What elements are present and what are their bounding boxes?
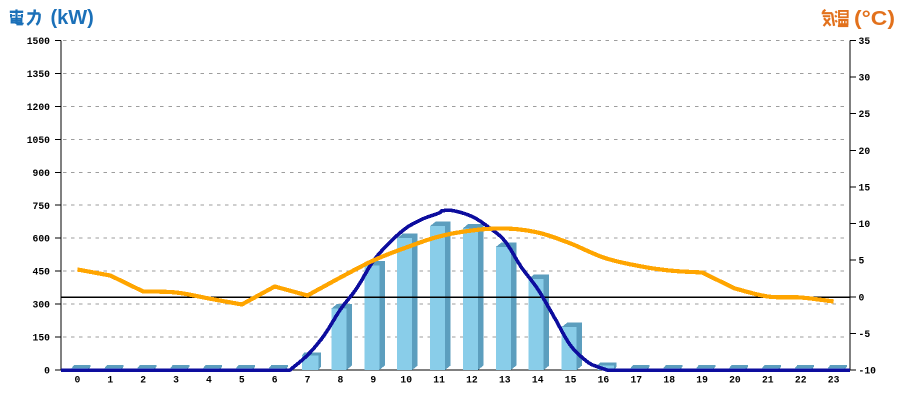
svg-text:10: 10 (859, 219, 871, 230)
svg-text:7: 7 (305, 375, 311, 386)
svg-text:11: 11 (433, 375, 445, 386)
svg-text:600: 600 (33, 234, 51, 245)
svg-text:10: 10 (400, 375, 412, 386)
svg-text:35: 35 (859, 36, 871, 47)
svg-text:-5: -5 (859, 329, 871, 340)
svg-text:15: 15 (859, 182, 871, 193)
svg-text:1200: 1200 (27, 102, 50, 113)
svg-text:22: 22 (795, 375, 807, 386)
svg-text:900: 900 (33, 168, 51, 179)
svg-text:300: 300 (33, 300, 51, 311)
svg-text:-10: -10 (859, 366, 877, 377)
svg-text:8: 8 (337, 375, 343, 386)
svg-text:18: 18 (663, 375, 675, 386)
svg-text:14: 14 (532, 375, 544, 386)
svg-text:3: 3 (173, 375, 179, 386)
svg-text:21: 21 (762, 375, 774, 386)
svg-text:20: 20 (859, 146, 871, 157)
svg-text:2: 2 (140, 375, 146, 386)
svg-text:25: 25 (859, 109, 871, 120)
svg-text:20: 20 (729, 375, 741, 386)
svg-text:16: 16 (598, 375, 610, 386)
svg-text:1: 1 (107, 375, 113, 386)
svg-text:5: 5 (239, 375, 245, 386)
svg-text:0: 0 (859, 292, 865, 303)
svg-text:1050: 1050 (27, 135, 50, 146)
svg-text:23: 23 (828, 375, 840, 386)
svg-text:750: 750 (33, 201, 51, 212)
svg-text:0: 0 (44, 366, 50, 377)
svg-text:1500: 1500 (27, 36, 50, 47)
svg-text:(°C): (°C) (854, 8, 895, 30)
svg-text:19: 19 (696, 375, 708, 386)
svg-text:15: 15 (565, 375, 577, 386)
svg-text:17: 17 (630, 375, 642, 386)
svg-text:450: 450 (33, 267, 51, 278)
svg-text:13: 13 (499, 375, 511, 386)
svg-text:(kW): (kW) (51, 7, 94, 29)
svg-text:9: 9 (370, 375, 376, 386)
svg-text:6: 6 (272, 375, 278, 386)
svg-text:5: 5 (859, 256, 865, 267)
svg-text:30: 30 (859, 73, 871, 84)
svg-text:1350: 1350 (27, 69, 50, 80)
svg-text:4: 4 (206, 375, 212, 386)
svg-text:12: 12 (466, 375, 478, 386)
svg-text:0: 0 (74, 375, 80, 386)
svg-text:150: 150 (33, 333, 51, 344)
